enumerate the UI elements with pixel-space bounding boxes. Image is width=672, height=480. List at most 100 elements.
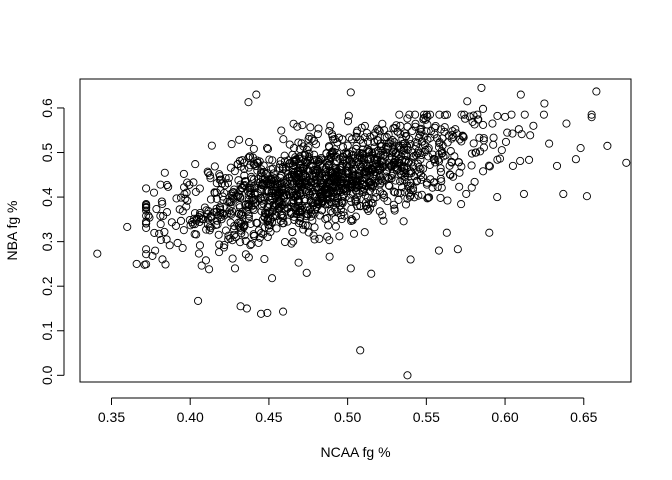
data-point — [238, 207, 247, 217]
data-point — [344, 111, 353, 120]
data-point — [467, 149, 476, 158]
data-point — [310, 235, 319, 244]
data-point — [394, 142, 403, 151]
data-point — [310, 205, 319, 214]
data-point — [237, 229, 246, 238]
data-point — [467, 161, 476, 170]
data-point — [277, 170, 286, 179]
data-point — [416, 164, 425, 173]
data-point — [397, 170, 406, 180]
data-point — [297, 139, 306, 148]
data-point — [414, 191, 423, 200]
data-point — [132, 259, 141, 268]
data-point — [416, 155, 425, 164]
data-point — [256, 178, 265, 187]
data-point — [318, 193, 327, 202]
data-point — [268, 156, 277, 165]
data-point — [517, 130, 526, 139]
data-point — [246, 190, 256, 199]
data-point — [338, 143, 348, 152]
data-point — [327, 149, 336, 158]
data-point — [328, 132, 337, 141]
data-point — [360, 228, 369, 237]
data-point — [272, 188, 281, 197]
data-point — [457, 137, 466, 146]
data-point — [529, 121, 538, 130]
data-point — [248, 204, 257, 213]
data-point — [348, 216, 357, 225]
data-point — [545, 139, 554, 148]
data-point — [150, 228, 159, 237]
data-point — [352, 144, 361, 153]
data-point — [446, 147, 455, 156]
data-point — [378, 119, 387, 128]
x-tick-label: 0.65 — [570, 409, 597, 425]
data-point — [182, 188, 191, 197]
data-point — [317, 198, 326, 208]
data-point — [344, 182, 353, 191]
data-point — [322, 187, 331, 196]
data-point — [436, 167, 445, 176]
data-point — [329, 135, 338, 144]
data-point — [297, 206, 306, 215]
data-point — [399, 143, 409, 152]
data-point — [185, 180, 194, 189]
data-point — [411, 110, 420, 119]
data-point — [221, 226, 230, 235]
data-point — [269, 164, 278, 173]
data-point — [356, 151, 365, 160]
data-point — [240, 180, 249, 190]
data-point — [254, 226, 263, 235]
data-point — [452, 129, 461, 138]
data-point — [337, 179, 346, 188]
data-point — [258, 202, 267, 211]
y-tick-label: 0.0 — [39, 365, 55, 385]
data-point — [264, 220, 273, 229]
data-point — [396, 166, 405, 175]
data-point — [295, 208, 304, 217]
data-point — [156, 211, 165, 220]
data-point — [378, 163, 387, 172]
data-point — [479, 167, 488, 176]
data-point — [375, 127, 384, 136]
data-point — [520, 110, 529, 119]
data-point — [363, 204, 372, 213]
data-point — [204, 168, 213, 178]
data-point — [251, 183, 260, 192]
data-point — [221, 174, 230, 183]
data-point — [379, 216, 388, 225]
data-point — [265, 221, 274, 230]
data-point — [142, 223, 151, 232]
data-point — [142, 184, 151, 193]
data-point — [234, 222, 243, 231]
data-point — [488, 119, 497, 128]
data-point — [246, 241, 255, 250]
data-point — [443, 196, 452, 205]
data-point — [252, 90, 261, 99]
data-point — [263, 143, 272, 152]
data-point — [310, 150, 319, 159]
data-point — [347, 135, 356, 144]
data-point — [228, 254, 237, 263]
data-point — [307, 183, 316, 192]
x-tick-label: 0.45 — [255, 409, 282, 425]
data-point — [472, 148, 481, 157]
data-point — [309, 231, 318, 240]
data-point — [391, 155, 400, 164]
data-point — [559, 189, 568, 199]
data-point — [189, 178, 198, 187]
data-point — [302, 178, 311, 188]
data-point — [294, 258, 303, 267]
data-point — [335, 154, 344, 163]
data-point — [360, 121, 369, 130]
data-point — [427, 127, 436, 136]
data-point — [370, 138, 379, 147]
data-point — [302, 158, 311, 167]
data-point — [262, 187, 271, 196]
data-point — [328, 187, 337, 196]
data-point — [245, 137, 254, 147]
data-point — [516, 156, 525, 166]
data-point — [224, 174, 233, 183]
data-point — [309, 136, 318, 145]
